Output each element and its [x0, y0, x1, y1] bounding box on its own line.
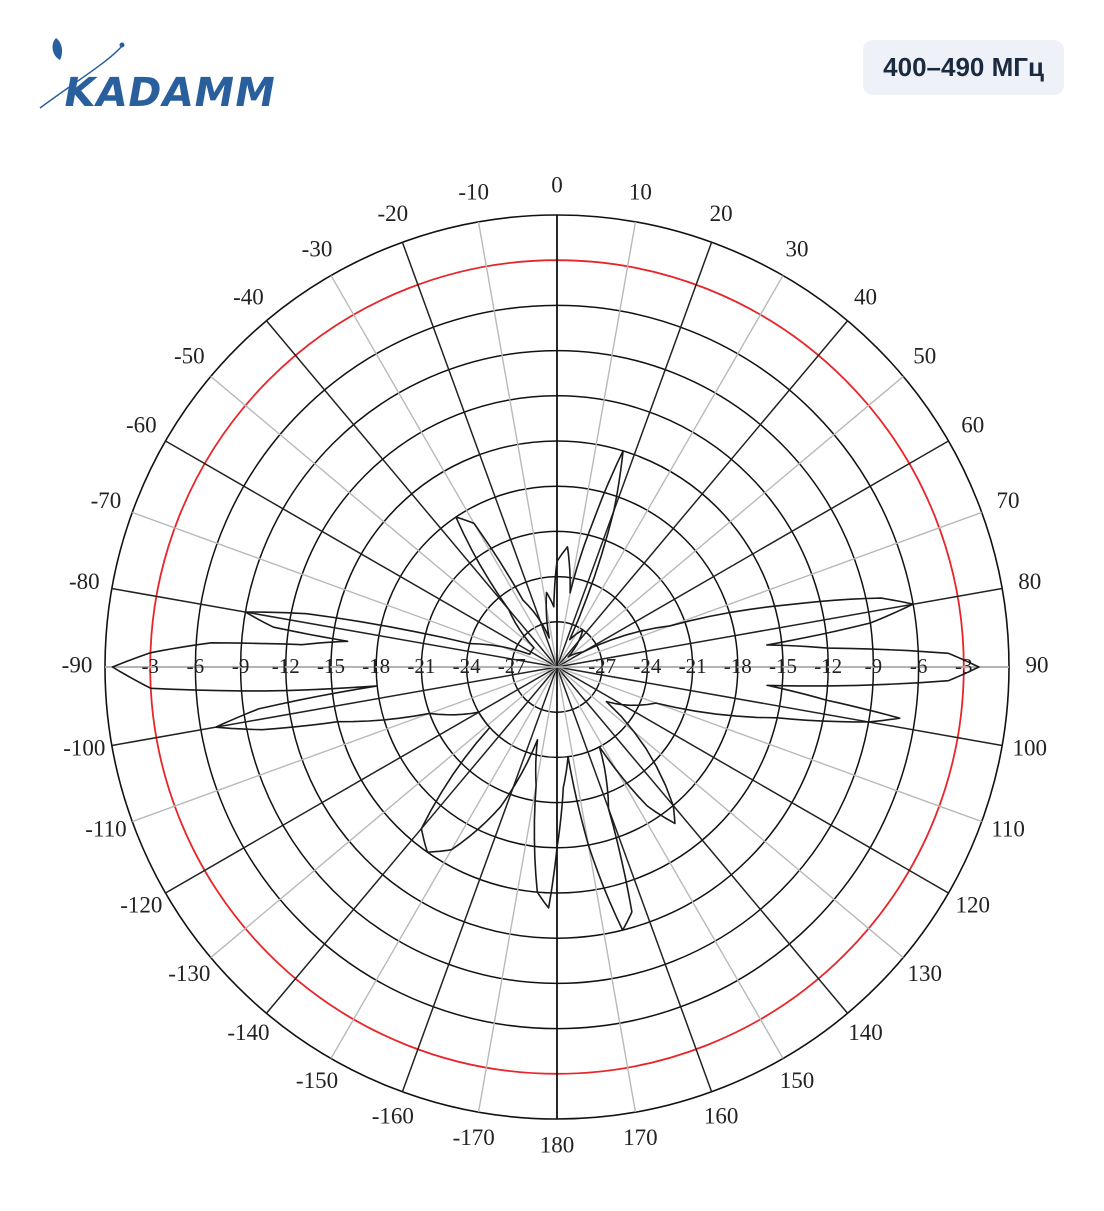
grid-spoke: [556, 666, 982, 823]
angle-label: 110: [991, 816, 1025, 841]
angle-label: -60: [126, 412, 157, 437]
grid-spoke: [556, 275, 784, 668]
angle-label: 60: [961, 412, 984, 437]
angle-label: 10: [629, 180, 652, 205]
angle-label: 80: [1018, 569, 1041, 594]
grid-spoke: [556, 320, 849, 668]
pattern-series: [111, 450, 980, 931]
grid-spoke: [132, 511, 558, 668]
angle-label: 130: [907, 961, 942, 986]
logo-mark-icon: [39, 38, 125, 109]
radial-tick-label: -9: [232, 654, 250, 678]
radial-tick-label: -9: [865, 654, 883, 678]
angle-label: -90: [62, 652, 93, 677]
angle-label: -10: [458, 180, 489, 205]
angle-label: 100: [1012, 736, 1047, 761]
radial-tick-label: -27: [588, 654, 616, 678]
grid-spoke: [556, 375, 904, 668]
grid-spoke: [556, 666, 1003, 747]
angle-label: -110: [85, 816, 126, 841]
angle-label: 160: [704, 1103, 739, 1128]
angle-label: -20: [377, 201, 408, 226]
radial-tick-label: -27: [498, 654, 526, 678]
radial-tick-label: -21: [679, 654, 707, 678]
grid-spoke: [210, 375, 558, 668]
grid-spoke: [477, 666, 558, 1113]
grid-spoke: [556, 587, 1003, 668]
grid-spoke: [401, 242, 558, 668]
angle-label: -130: [168, 961, 210, 986]
angle-label: 90: [1026, 652, 1049, 677]
grid-spoke: [330, 666, 558, 1059]
angle-label: 20: [710, 201, 733, 226]
angle-label: 70: [997, 488, 1020, 513]
angle-label: 30: [786, 237, 809, 262]
grid-spoke: [556, 666, 904, 959]
grid-spoke: [132, 666, 558, 823]
angle-label: -140: [227, 1020, 269, 1045]
angle-labels: 0 10 20 30 40 50 60 70 80 90 100 110 120 130 140 150 160…: [62, 172, 1049, 1157]
grid-spoke: [401, 666, 558, 1092]
radial-tick-label: -3: [141, 654, 159, 678]
angle-label: 180: [540, 1132, 575, 1157]
grid-spoke: [111, 666, 558, 747]
brand-logo: KADAMM: [38, 34, 298, 116]
grid-spoke: [556, 666, 637, 1113]
grid-spoke: [165, 440, 558, 668]
grid-spoke: [265, 666, 558, 1014]
frequency-badge: 400–490 МГц: [863, 40, 1064, 95]
radial-tick-label: -6: [187, 654, 205, 678]
grid-spoke: [556, 666, 849, 1014]
angle-label: 120: [955, 892, 990, 917]
angle-label: -70: [91, 488, 122, 513]
radial-tick-label: -12: [814, 654, 842, 678]
radial-tick-label: -24: [633, 654, 661, 678]
pattern-line: [111, 450, 980, 931]
grid-spoke: [556, 511, 982, 668]
angular-grid: [105, 215, 1009, 1119]
grid-spoke: [556, 242, 713, 668]
grid-spoke: [556, 666, 784, 1059]
grid-spoke: [165, 666, 558, 894]
brand-name: KADAMM: [59, 70, 280, 116]
grid-spoke: [556, 440, 949, 668]
angle-label: -100: [63, 736, 105, 761]
angle-label: 140: [848, 1020, 883, 1045]
angle-label: -160: [372, 1103, 414, 1128]
grid-spoke: [265, 320, 558, 668]
angle-label: -170: [453, 1125, 495, 1150]
angle-label: -30: [302, 237, 333, 262]
grid-spoke: [556, 666, 713, 1092]
polar-radiation-chart: 0 10 20 30 40 50 60 70 80 90 100 110 120 130 140 150 160…: [62, 172, 1049, 1157]
angle-label: 50: [913, 344, 936, 369]
radial-tick-label: -21: [407, 654, 435, 678]
radial-tick-label: -15: [769, 654, 797, 678]
radial-tick-label: -24: [453, 654, 481, 678]
grid-spoke: [477, 221, 558, 668]
grid-spoke: [330, 275, 558, 668]
angle-label: 0: [551, 172, 563, 197]
radial-tick-label: -6: [910, 654, 928, 678]
radial-tick-label: -12: [272, 654, 300, 678]
angle-label: -80: [69, 569, 100, 594]
angle-label: 150: [780, 1068, 815, 1093]
angle-label: -40: [233, 285, 264, 310]
angle-label: 40: [854, 285, 877, 310]
angle-label: -120: [120, 892, 162, 917]
angle-label: 170: [623, 1125, 658, 1150]
grid-spoke: [210, 666, 558, 959]
radial-tick-label: -15: [317, 654, 345, 678]
radial-tick-label: -18: [362, 654, 390, 678]
grid-spoke: [111, 587, 558, 668]
angle-label: -50: [174, 344, 205, 369]
angle-label: -150: [296, 1068, 338, 1093]
radial-tick-label: -18: [724, 654, 752, 678]
